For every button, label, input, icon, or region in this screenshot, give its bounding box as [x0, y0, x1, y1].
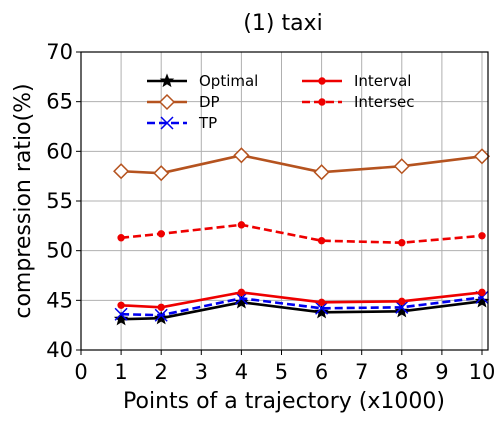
- legend-item-dp: DP: [147, 93, 220, 111]
- x-tick-label: 4: [235, 360, 248, 384]
- data-point-dp: [153, 165, 170, 182]
- series-dp: [113, 147, 491, 182]
- data-point-interval: [237, 288, 246, 297]
- series-line-interval: [121, 291, 483, 309]
- legend-marker-intersec: [318, 98, 326, 106]
- series-tp: [114, 290, 489, 322]
- y-tick-label: 65: [46, 90, 73, 114]
- series-line-tp: [121, 296, 483, 317]
- data-point-optimal: [153, 310, 169, 325]
- data-point-dp: [233, 147, 250, 164]
- data-point-intersec: [398, 239, 406, 247]
- legend-marker-dp: [158, 93, 176, 111]
- x-tick-label: 3: [195, 360, 208, 384]
- data-point-tp: [154, 308, 168, 322]
- data-point-interval: [478, 288, 486, 297]
- data-point-intersec: [317, 237, 326, 245]
- data-point-optimal: [314, 304, 329, 319]
- series-optimal: [113, 293, 490, 326]
- data-point-dp: [313, 164, 330, 181]
- legend-marker-optimal: [159, 73, 175, 88]
- data-point-tp: [315, 301, 329, 315]
- x-axis-label: Points of a trajectory (x1000): [123, 389, 445, 414]
- x-tick-label: 9: [435, 360, 448, 384]
- legend-item-intersec: Intersec: [302, 93, 415, 111]
- x-tick-label: 10: [469, 360, 496, 384]
- x-tick-label: 0: [74, 360, 87, 384]
- y-tick-label: 60: [46, 139, 73, 163]
- data-point-intersec: [237, 221, 246, 229]
- data-point-dp: [473, 148, 491, 165]
- x-tick-label: 6: [315, 360, 328, 384]
- x-tick-label: 7: [355, 360, 368, 384]
- legend-item-optimal: Optimal: [147, 72, 258, 90]
- y-tick-label: 40: [46, 338, 73, 362]
- x-tick-label: 5: [275, 360, 288, 384]
- data-point-interval: [157, 303, 165, 311]
- y-tick-label: 50: [46, 239, 73, 263]
- chart-title: (1) taxi: [243, 11, 322, 36]
- y-tick-label: 45: [46, 288, 73, 312]
- legend-item-tp: TP: [147, 114, 217, 132]
- data-point-optimal: [113, 311, 129, 326]
- series-line-dp: [121, 154, 483, 175]
- legend: Optimal DP TP Interval Intersec: [147, 72, 415, 132]
- data-point-optimal: [234, 294, 249, 309]
- legend-marker-tp: [160, 116, 174, 130]
- series-intersec: [117, 221, 486, 247]
- data-point-tp: [395, 300, 409, 314]
- legend-label-optimal: Optimal: [199, 72, 258, 90]
- x-tick-label: 1: [114, 360, 127, 384]
- data-point-interval: [317, 298, 326, 307]
- data-point-tp: [114, 307, 128, 321]
- legend-label-interval: Interval: [354, 72, 411, 90]
- legend-label-intersec: Intersec: [354, 93, 415, 111]
- data-point-dp: [113, 163, 130, 180]
- data-point-interval: [398, 297, 406, 306]
- series-line-intersec: [120, 223, 483, 244]
- y-axis-label: compression ratio(%): [11, 83, 36, 318]
- legend-label-tp: TP: [198, 114, 217, 132]
- y-tick-label: 55: [46, 189, 73, 213]
- data-point-interval: [117, 301, 125, 309]
- legend-item-interval: Interval: [302, 72, 411, 90]
- legend-marker-interval: [318, 77, 326, 85]
- data-point-intersec: [157, 230, 165, 238]
- data-point-optimal: [394, 303, 410, 318]
- series-layer: [113, 147, 491, 326]
- legend-label-dp: DP: [199, 93, 220, 111]
- data-point-optimal: [474, 293, 490, 308]
- series-interval: [117, 288, 486, 311]
- data-point-intersec: [117, 234, 125, 242]
- x-tick-label: 8: [395, 360, 408, 384]
- y-tick-label: 70: [46, 40, 73, 64]
- data-point-intersec: [478, 232, 486, 240]
- data-point-dp: [393, 158, 410, 175]
- x-tick-label: 2: [155, 360, 168, 384]
- series-line-optimal: [121, 300, 483, 321]
